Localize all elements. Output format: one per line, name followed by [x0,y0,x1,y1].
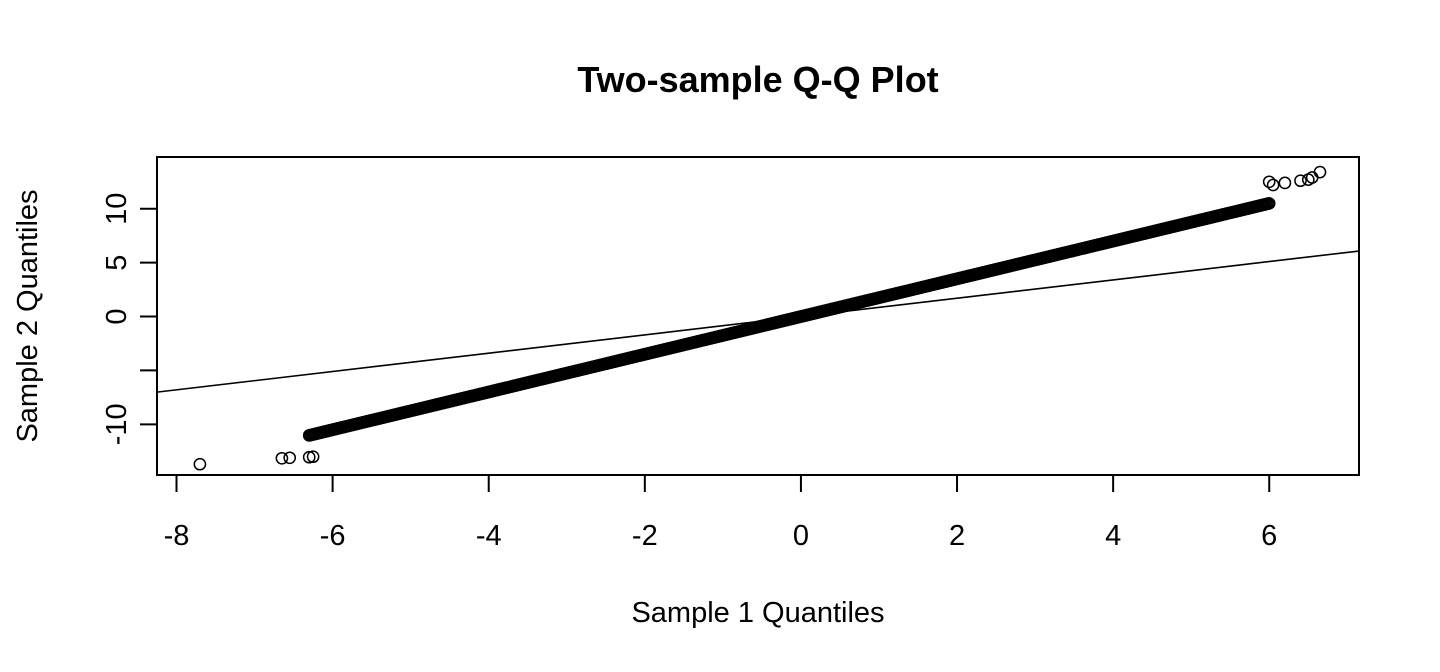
x-tick-label: 2 [949,520,965,552]
data-point [283,451,297,465]
data-point [1313,165,1327,179]
reference-line [156,250,1360,393]
data-point [275,451,289,465]
data-point [302,450,316,464]
plot-area [156,156,1360,476]
x-tick-label: -2 [632,520,658,552]
data-point [1262,197,1276,210]
data-point [1278,176,1292,190]
data-point [1262,175,1276,189]
x-tick-label: 4 [1105,520,1121,552]
x-tick-label: -8 [164,520,190,552]
data-point [1266,178,1280,192]
x-tick-label: -6 [320,520,346,552]
x-tick-label: 0 [793,520,809,552]
y-axis: -10 0 5 10 [101,193,158,445]
chart-title: Two-sample Q-Q Plot [577,59,938,100]
data-point [1305,171,1319,184]
x-tick-label: -4 [476,520,502,552]
data-point [193,457,207,471]
x-tick-label: 6 [1261,520,1277,552]
x-axis-title: Sample 1 Quantiles [631,597,884,629]
y-tick-label: 10 [101,193,133,225]
data-point [1294,174,1307,188]
points-layer [193,165,1327,471]
y-axis-title: Sample 2 Quantiles [12,189,44,442]
y-tick-label: 0 [101,308,133,324]
y-tick-label: 5 [101,255,133,271]
x-axis: -8 -6 -4 -2 0 2 4 6 [164,474,1277,552]
y-tick-label: -10 [101,403,133,445]
data-point [306,450,320,464]
